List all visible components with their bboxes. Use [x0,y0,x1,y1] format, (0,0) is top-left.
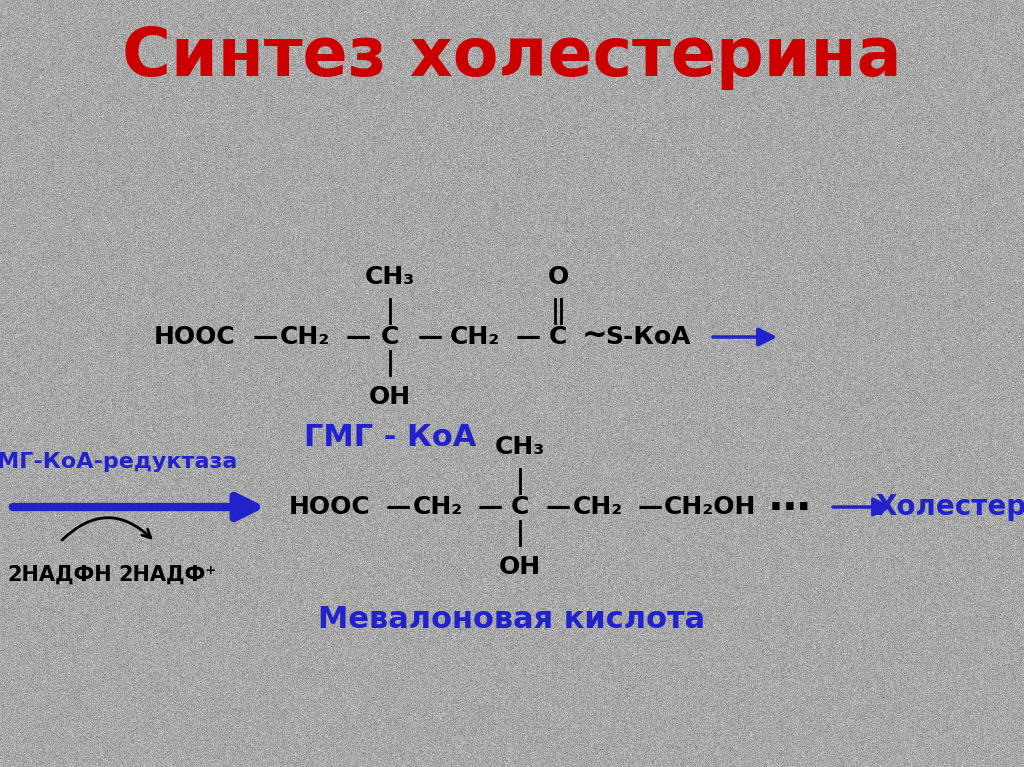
Text: CH₃: CH₃ [365,265,415,289]
Text: OH: OH [499,555,541,579]
Text: —: — [477,495,503,519]
Text: Синтез холестерина: Синтез холестерина [122,24,902,90]
Text: S-КоА: S-КоА [605,325,691,349]
Text: ⋯: ⋯ [769,488,811,530]
Text: —: — [345,325,371,349]
Text: OH: OH [369,385,411,409]
Text: O: O [548,265,568,289]
Text: —: — [515,325,541,349]
Text: 2НАДФН: 2НАДФН [8,565,113,585]
Text: 2НАДФ⁺: 2НАДФ⁺ [119,565,217,585]
Text: —: — [418,325,442,349]
Text: C: C [511,495,529,519]
Text: —: — [253,325,278,349]
Text: C: C [549,325,567,349]
Text: HOOC: HOOC [155,325,236,349]
Text: CH₂: CH₂ [413,495,463,519]
Text: —: — [637,495,663,519]
Text: ГМГ - КоА: ГМГ - КоА [304,423,476,452]
Text: ГМГ-КоА-редуктаза: ГМГ-КоА-редуктаза [0,452,238,472]
Text: C: C [381,325,399,349]
Text: CH₂: CH₂ [572,495,624,519]
Text: HOOC: HOOC [289,495,371,519]
Text: ~: ~ [583,321,608,350]
Text: Холестерин: Холестерин [876,493,1024,521]
Text: CH₂OH: CH₂OH [664,495,756,519]
Text: —: — [546,495,570,519]
Text: Мевалоновая кислота: Мевалоновая кислота [318,604,706,634]
Text: CH₂: CH₂ [280,325,330,349]
Text: CH₃: CH₃ [495,435,545,459]
Text: CH₂: CH₂ [450,325,500,349]
Text: —: — [385,495,411,519]
